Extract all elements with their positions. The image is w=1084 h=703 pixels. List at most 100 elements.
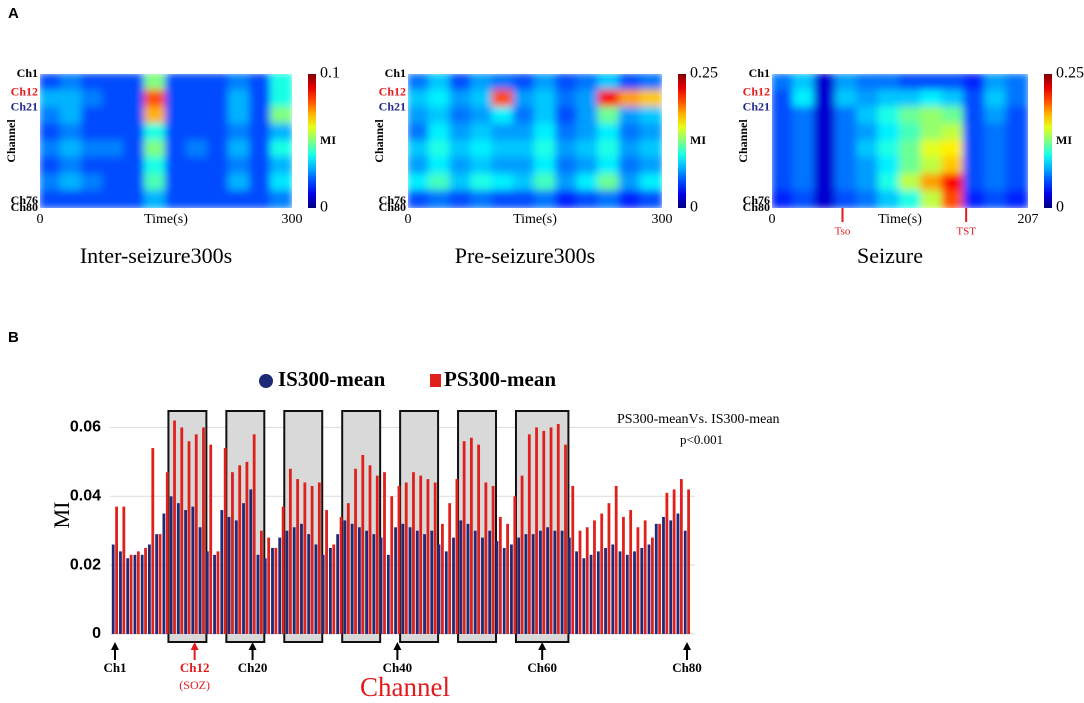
- bar: [140, 554, 144, 634]
- bar: [122, 506, 126, 634]
- bar: [650, 537, 654, 634]
- bar: [245, 461, 249, 634]
- bar: [495, 541, 499, 634]
- bar: [578, 530, 582, 634]
- colorbar: [678, 74, 686, 208]
- heatmap-cell: [186, 140, 209, 159]
- heatmap-cell: [408, 106, 431, 126]
- bar: [115, 506, 118, 634]
- bar: [604, 547, 607, 634]
- heatmap-cell: [123, 106, 146, 126]
- heatmap-cell: [856, 156, 880, 176]
- bar: [194, 434, 198, 634]
- heatmap-cell: [270, 156, 292, 176]
- bar: [510, 544, 513, 634]
- bar: [119, 551, 122, 634]
- legend-label: IS300-mean: [278, 367, 386, 391]
- heatmap-cell: [228, 173, 251, 193]
- bar: [419, 475, 423, 634]
- heatmap-cell: [618, 173, 642, 193]
- bar: [593, 520, 596, 634]
- heatmap-cell: [207, 173, 230, 193]
- heatmap-cell: [165, 173, 188, 193]
- heatmap-cell: [813, 190, 837, 208]
- heatmap-cell: [899, 74, 923, 92]
- bar: [180, 427, 184, 634]
- heatmap-cell: [102, 74, 125, 92]
- heatmap-cell: [835, 106, 859, 126]
- heatmap-cell: [856, 106, 880, 126]
- heatmap-cell: [618, 190, 642, 208]
- heatmap-cell: [40, 106, 62, 126]
- bar: [368, 465, 372, 634]
- legend-marker: [430, 374, 441, 387]
- bar: [361, 454, 365, 634]
- heatmap-cell: [899, 106, 923, 126]
- bar: [256, 554, 260, 634]
- event-label: Tso: [835, 226, 851, 238]
- heatmap-cell: [491, 140, 515, 159]
- bar: [647, 544, 651, 634]
- heatmap-cell: [534, 140, 558, 159]
- heatmap-cell: [555, 123, 579, 142]
- colorbar: [1044, 74, 1052, 208]
- bar: [271, 547, 274, 634]
- heatmap-cell: [60, 106, 83, 126]
- heatmap-cell: [597, 74, 621, 92]
- bar: [148, 544, 151, 634]
- heatmap-cell: [491, 89, 515, 109]
- heatmap-cell: [639, 106, 662, 126]
- heatmap-cell: [941, 140, 965, 159]
- heatmap-cell: [792, 156, 816, 176]
- heatmap-cell: [877, 190, 901, 208]
- heatmap-cell: [470, 123, 494, 142]
- heatmap-cell: [165, 89, 188, 109]
- heatmap-cell: [1005, 123, 1028, 142]
- y-axis-label: MI: [49, 502, 74, 529]
- heatmap-cell: [618, 106, 642, 126]
- heatmap-cell: [877, 106, 901, 126]
- heatmap-cell: [555, 190, 579, 208]
- bar: [252, 434, 256, 634]
- heatmap-cell: [428, 190, 452, 208]
- heatmap-cell: [81, 106, 104, 126]
- heatmap-cell: [534, 156, 558, 176]
- heatmap-cell: [941, 106, 965, 126]
- heatmap-cell: [534, 106, 558, 126]
- heatmap-cell: [835, 140, 859, 159]
- y-tick-label: Ch21: [743, 100, 770, 114]
- bar: [575, 551, 578, 634]
- bar: [339, 516, 343, 634]
- heatmap-cell: [920, 173, 944, 193]
- heatmap-cell: [186, 106, 209, 126]
- y-tick-label: 0.02: [70, 556, 101, 573]
- bar: [408, 527, 412, 634]
- heatmap-cell: [576, 140, 600, 159]
- heatmap-cell: [576, 173, 600, 193]
- bar: [310, 485, 314, 634]
- heatmap-cell: [877, 89, 901, 109]
- heatmap-cell: [186, 190, 209, 208]
- bar: [596, 551, 600, 634]
- heatmap-cell: [512, 106, 536, 126]
- heatmap-cell: [123, 123, 146, 142]
- bar: [662, 516, 665, 634]
- heatmap-cell: [470, 106, 494, 126]
- heatmap-cell: [60, 173, 83, 193]
- heatmap-cell: [772, 74, 795, 92]
- highlight-box: [514, 410, 570, 643]
- bar: [158, 534, 162, 634]
- heatmap-cell: [491, 156, 515, 176]
- colorbar-tick-label: 0: [1056, 199, 1064, 216]
- bar: [535, 427, 538, 634]
- heatmap-cell: [963, 74, 987, 92]
- x-tick-label: Ch40: [383, 660, 413, 675]
- bar: [549, 427, 553, 634]
- bar: [469, 437, 473, 634]
- arrow-head: [683, 642, 691, 650]
- bar: [633, 551, 636, 634]
- heatmap-cell: [60, 74, 83, 92]
- bar: [278, 537, 282, 634]
- heatmap-cell: [835, 74, 859, 92]
- x-tick-label: Ch80: [672, 660, 702, 675]
